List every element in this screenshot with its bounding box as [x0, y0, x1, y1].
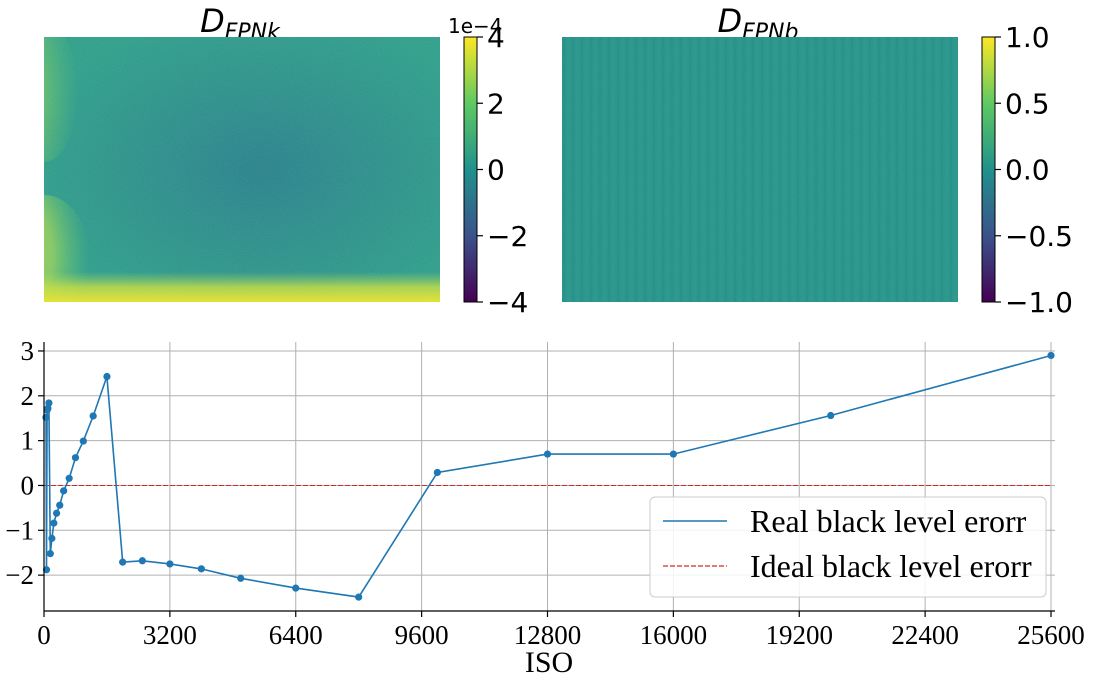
legend-label-real: Real black level erorr — [750, 503, 1027, 539]
y-tick-label: −2 — [5, 560, 34, 590]
real-black-level-line — [45, 354, 1052, 598]
colorbar-fpnk-offset: 1e−4 — [448, 14, 503, 38]
legend: Real black level erorr Ideal black level… — [649, 496, 1047, 598]
real-black-level-point — [44, 404, 52, 412]
x-tick-label: 9600 — [395, 620, 449, 650]
x-tick-label: 16000 — [640, 620, 708, 650]
real-black-level-point — [292, 584, 300, 592]
real-black-level-point — [827, 411, 835, 420]
real-black-level-point — [1047, 351, 1055, 360]
colorbar-fpnk-tick-label: −2 — [487, 220, 528, 253]
colorbar-fpnb-tick-label: 0.5 — [1005, 87, 1050, 120]
real-black-level-point — [46, 550, 54, 558]
real-black-level-point — [119, 558, 127, 566]
colorbar-fpnk: 1e−4 4 2 0 −2 −4 — [448, 14, 528, 319]
y-tick-label: −1 — [5, 515, 34, 545]
x-tick-label: 22400 — [891, 620, 959, 650]
colorbar-fpnb: 1.0 0.5 0.0 −0.5 −1.0 — [981, 21, 1073, 319]
real-black-level-point — [60, 487, 68, 495]
real-black-level-point — [45, 399, 53, 407]
colorbar-fpnk-tick-label: 4 — [487, 21, 505, 54]
x-tick-label: 25600 — [1017, 620, 1085, 650]
real-black-level-point — [138, 557, 146, 565]
y-tick-label: 0 — [21, 470, 35, 500]
y-tick-label: 3 — [21, 336, 35, 366]
heatmap-fpnb: DFPNb — [562, 2, 958, 302]
heatmap-fpnk: DFPNk — [44, 2, 440, 302]
x-tick-label: 0 — [37, 620, 51, 650]
real-black-level-point — [71, 454, 80, 462]
x-tick-label: 12800 — [514, 620, 582, 650]
real-black-level-point — [50, 519, 58, 527]
real-black-level-point — [669, 450, 677, 458]
line-chart: 0 3200 6400 9600 12800 16000 19200 22400 25600 −2… — [5, 336, 1084, 679]
x-tick-label: 3200 — [143, 620, 197, 650]
legend-label-ideal: Ideal black level erorr — [750, 548, 1032, 584]
colorbar-fpnk-tick-label: 2 — [487, 87, 505, 120]
real-black-level-point — [56, 501, 64, 509]
x-tick-label: 6400 — [269, 620, 323, 650]
real-black-level-point — [42, 566, 51, 574]
real-black-level-point — [197, 565, 205, 573]
real-black-level-point — [89, 412, 97, 420]
legend-box — [649, 496, 1047, 598]
colorbar-fpnb-tick-label: −0.5 — [1005, 220, 1073, 253]
real-black-level-point — [79, 437, 87, 445]
x-tick-label: 19200 — [766, 620, 834, 650]
colorbar-fpnk-tick-label: −4 — [487, 286, 528, 319]
real-black-level-point — [65, 474, 73, 482]
real-black-level-point — [237, 574, 245, 582]
real-black-level-point — [543, 450, 552, 458]
real-black-level-point — [52, 509, 61, 517]
y-tick-label: 1 — [21, 426, 35, 456]
real-black-level-point — [48, 534, 56, 542]
colorbar-fpnb-tick-label: 1.0 — [1005, 21, 1050, 54]
colorbar-fpnb-tick-label: −1.0 — [1005, 286, 1073, 319]
colorbar-fpnk-tick-label: 0 — [487, 154, 505, 187]
real-black-level-point — [166, 560, 174, 568]
x-axis-label: ISO — [525, 646, 573, 679]
colorbar-fpnb-tick-label: 0.0 — [1005, 154, 1050, 187]
real-black-level-point — [433, 468, 441, 477]
real-black-level-point — [355, 593, 363, 601]
real-black-level-point — [103, 372, 111, 381]
heatmap-fpnb-image — [562, 37, 958, 302]
heatmap-fpnk-image — [44, 37, 440, 302]
y-tick-label: 2 — [21, 381, 35, 411]
